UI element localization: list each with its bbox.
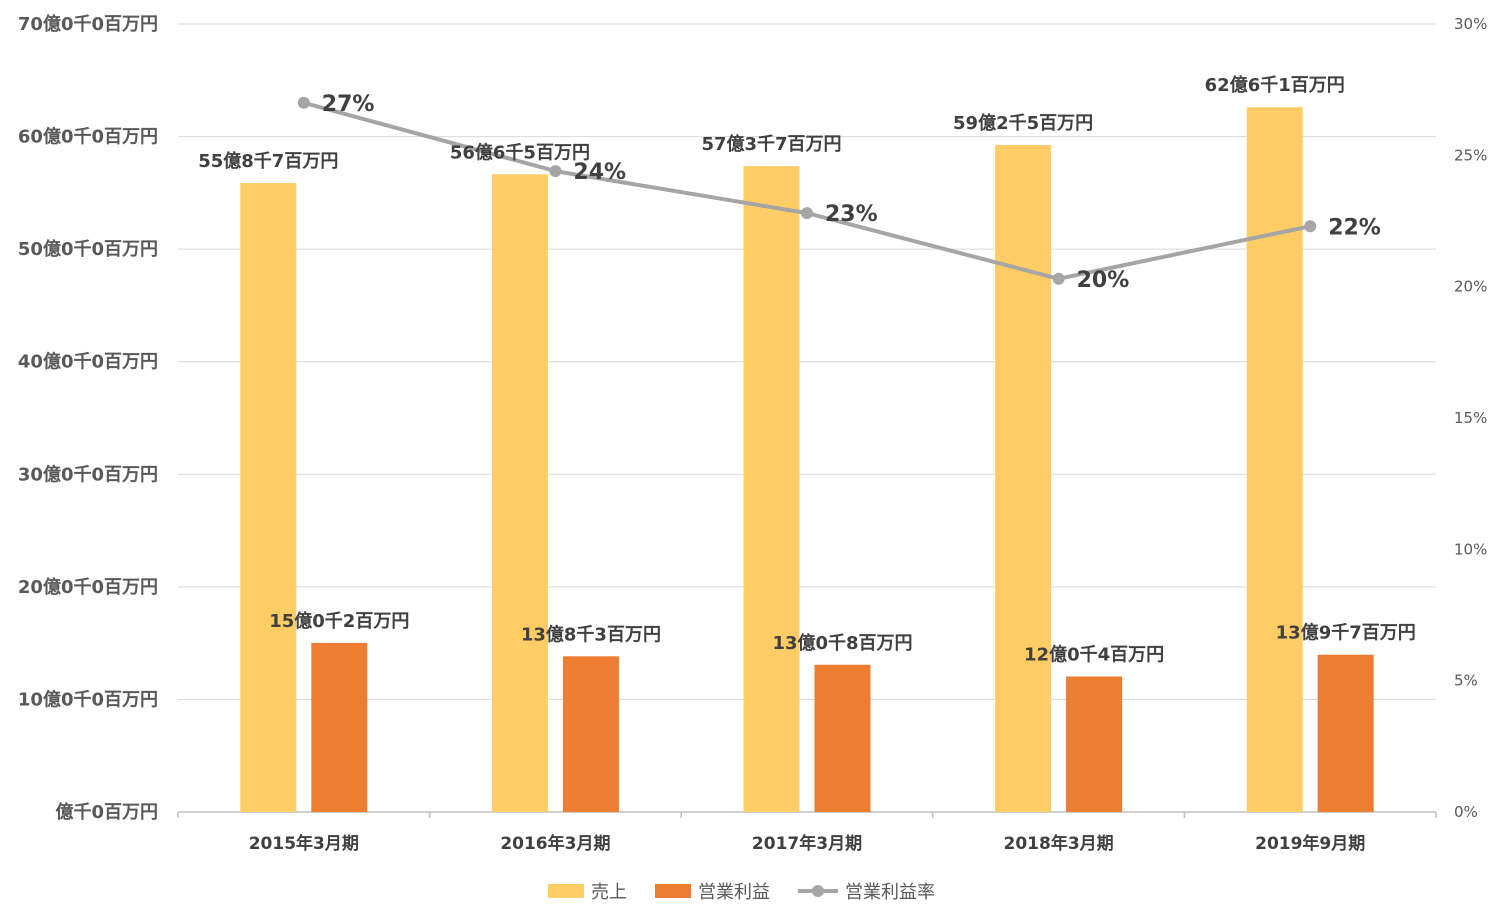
x-axis-category-label: 2017年3月期 [752, 833, 862, 854]
sales-bar [995, 145, 1052, 812]
y-axis-left: 億千0百万円 10億0千0百万円 20億0千0百万円 30億0千0百万円 40億0千0百… [18, 13, 158, 823]
profit-data-label: 13億8千3百万円 [521, 623, 661, 645]
operating-profit-bar [1317, 654, 1374, 812]
y-right-tick-label: 15% [1454, 409, 1487, 427]
legend-marker [812, 885, 824, 897]
margin-data-label: 24% [573, 160, 626, 185]
margin-point [801, 207, 813, 220]
y-right-tick-label: 25% [1454, 146, 1487, 164]
data-labels: 55億8千7百万円 56億6千5百万円 57億3千7百万円 59億2千5百万円 62億6… [198, 74, 1416, 665]
sales-data-label: 57億3千7百万円 [701, 133, 841, 155]
margin-line-path [303, 100, 1311, 281]
margin-line [297, 96, 1317, 285]
margin-data-label: 23% [825, 202, 878, 227]
legend-label: 売上 [591, 882, 627, 903]
y-right-tick-label: 20% [1454, 278, 1487, 296]
x-axis-ticks [177, 812, 1437, 818]
margin-point [297, 96, 310, 109]
sales-data-label: 59億2千5百万円 [953, 112, 1093, 134]
sales-bar [1246, 107, 1303, 812]
x-axis-category-label: 2015年3月期 [249, 833, 359, 854]
gridlines [178, 23, 1436, 700]
margin-data-label: 20% [1077, 268, 1130, 293]
y-left-tick-label: 40億0千0百万円 [18, 351, 158, 373]
y-right-tick-label: 30% [1454, 15, 1487, 33]
margin-data-label: 22% [1328, 215, 1381, 240]
x-axis-category-label: 2019年9月期 [1255, 833, 1365, 854]
legend-swatch [655, 884, 691, 898]
operating-profit-bar [562, 656, 619, 812]
x-axis-labels: 2015年3月期 2016年3月期 2017年3月期 2018年3月期 2019年9月期 [249, 833, 1366, 854]
y-axis-right: 0% 5% 10% 15% 20% 25% 30% [1454, 15, 1487, 821]
x-axis-category-label: 2018年3月期 [1004, 833, 1114, 854]
legend-label: 営業利益 [698, 882, 770, 903]
y-right-tick-label: 5% [1454, 672, 1478, 690]
y-left-tick-label: 60億0千0百万円 [18, 126, 158, 148]
sales-bar [240, 183, 297, 813]
margin-point [549, 165, 562, 178]
y-left-tick-label: 10億0千0百万円 [18, 688, 158, 710]
y-right-tick-label: 10% [1454, 540, 1487, 558]
sales-data-label: 62億6千1百万円 [1205, 74, 1345, 96]
sales-data-label: 56億6千5百万円 [450, 141, 590, 163]
legend-swatch [548, 884, 584, 898]
operating-profit-bar [814, 664, 871, 812]
y-left-tick-label: 70億0千0百万円 [18, 13, 158, 35]
legend: 売上 営業利益 営業利益率 [548, 882, 935, 903]
y-left-tick-label: 20億0千0百万円 [18, 576, 158, 598]
sales-bar [743, 166, 800, 812]
margin-data-label: 27% [322, 92, 375, 117]
operating-profit-bar [1066, 676, 1123, 812]
bars [240, 107, 1374, 813]
sales-bar [491, 174, 548, 813]
y-left-tick-label: 億千0百万円 [55, 801, 158, 823]
profit-data-label: 12億0千4百万円 [1024, 643, 1164, 665]
x-axis-category-label: 2016年3月期 [500, 833, 610, 854]
profit-data-label: 13億0千8百万円 [772, 632, 912, 654]
y-right-tick-label: 0% [1454, 803, 1478, 821]
profit-data-label: 13億9千7百万円 [1276, 622, 1416, 644]
operating-profit-bar [311, 642, 368, 812]
y-left-tick-label: 50億0千0百万円 [18, 238, 158, 260]
y-left-tick-label: 30億0千0百万円 [18, 463, 158, 485]
legend-label: 営業利益率 [845, 882, 935, 903]
margin-point [1304, 220, 1317, 233]
margin-point [1052, 272, 1065, 285]
sales-data-label: 55億8千7百万円 [198, 150, 338, 172]
profit-data-label: 15億0千2百万円 [269, 610, 409, 632]
